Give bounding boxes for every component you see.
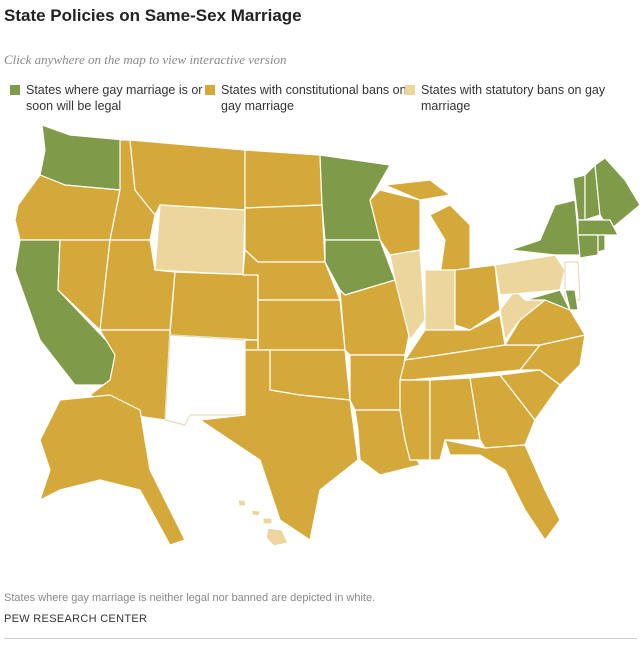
state[interactable] (154, 204, 246, 276)
state[interactable] (244, 204, 326, 263)
state[interactable] (199, 349, 359, 541)
state[interactable] (164, 334, 246, 426)
state[interactable] (169, 271, 259, 341)
legend-label: States with constitutional bans on gay m… (221, 83, 407, 113)
legend-entry: States with constitutional bans on gay m… (205, 82, 411, 114)
footnote: States where gay marriage is neither leg… (4, 592, 376, 604)
states[interactable] (14, 124, 641, 547)
state[interactable] (577, 234, 599, 259)
state[interactable] (577, 219, 619, 236)
state[interactable] (597, 234, 606, 253)
state[interactable] (494, 254, 566, 296)
legend-label: States with statutory bans on gay marria… (421, 83, 606, 113)
state[interactable] (509, 199, 581, 256)
state[interactable] (244, 149, 323, 209)
legend-swatch (405, 85, 415, 95)
legend-swatch (205, 85, 215, 95)
state[interactable] (349, 354, 406, 411)
state[interactable] (39, 394, 186, 546)
state[interactable] (429, 204, 471, 276)
state[interactable] (251, 509, 261, 517)
state[interactable] (262, 517, 273, 525)
state[interactable] (424, 269, 456, 331)
legend-label: States where gay marriage is or soon wil… (26, 83, 203, 113)
subtitle: Click anywhere on the map to view intera… (4, 52, 287, 67)
state[interactable] (384, 179, 451, 201)
title: State Policies on Same-Sex Marriage (4, 6, 302, 25)
state[interactable] (454, 264, 501, 331)
state[interactable] (339, 279, 411, 356)
source: PEW RESEARCH CENTER (4, 613, 148, 625)
state[interactable] (237, 499, 247, 507)
state[interactable] (594, 157, 641, 231)
state[interactable] (129, 139, 246, 216)
state[interactable] (265, 527, 289, 547)
state[interactable] (257, 299, 346, 351)
legend-entry: States with statutory bans on gay marria… (405, 82, 611, 114)
legend-entry: States where gay marriage is or soon wil… (10, 82, 216, 114)
state[interactable] (389, 249, 426, 341)
state[interactable] (564, 289, 579, 311)
legend-swatch (10, 85, 20, 95)
state[interactable] (444, 439, 561, 541)
bottom-rule (4, 638, 637, 639)
map[interactable] (0, 0, 641, 590)
